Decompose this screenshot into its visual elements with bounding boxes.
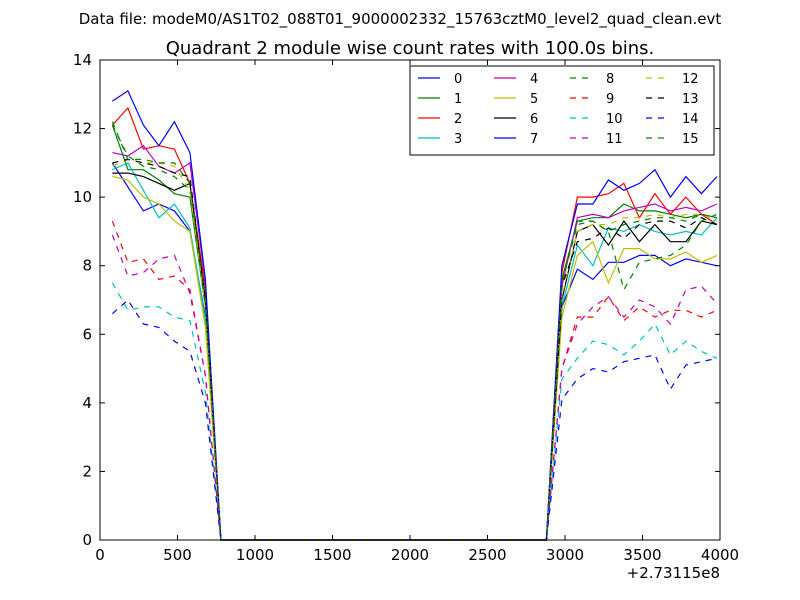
x-tick-label: 2500 [468, 546, 506, 564]
x-tick-label: 3500 [623, 546, 661, 564]
y-tick-label: 2 [82, 462, 92, 480]
x-tick-label: 500 [163, 546, 192, 564]
legend-label-9: 9 [606, 92, 614, 107]
legend-label-7: 7 [530, 132, 538, 147]
series-line-3 [112, 162, 718, 541]
legend-label-14: 14 [682, 112, 699, 127]
y-tick-label: 10 [73, 188, 92, 206]
legend-label-6: 6 [530, 112, 538, 127]
series-line-0 [111, 162, 718, 541]
x-axis: 0 500 1000 1500 2000 2500 3000 3500 4000 [95, 60, 739, 564]
chart-title: Quadrant 2 module wise count rates with … [166, 38, 655, 59]
series-line-6 [112, 172, 718, 541]
legend-label-5: 5 [530, 92, 538, 107]
x-tick-label: 2000 [391, 546, 429, 564]
series-layer [111, 90, 718, 541]
y-tick-label: 14 [73, 51, 92, 69]
legend-label-1: 1 [454, 92, 462, 107]
y-tick-label: 8 [82, 257, 92, 275]
series-line-12 [112, 158, 718, 541]
legend-label-4: 4 [530, 72, 538, 87]
y-tick-label: 6 [82, 325, 92, 343]
legend-label-15: 15 [682, 132, 699, 147]
series-line-2 [111, 106, 718, 541]
series-line-10 [111, 282, 718, 541]
legend-label-12: 12 [682, 72, 699, 87]
x-offset-label: +2.73115e8 [627, 564, 720, 582]
x-tick-label: 4000 [701, 546, 739, 564]
series-line-14 [112, 299, 718, 541]
legend-label-8: 8 [606, 72, 614, 87]
series-line-15 [111, 121, 718, 541]
series-line-5 [112, 176, 718, 541]
x-tick-label: 3000 [546, 546, 584, 564]
x-tick-label: 0 [95, 546, 105, 564]
legend-label-13: 13 [682, 92, 699, 107]
x-tick-label: 1000 [236, 546, 274, 564]
y-tick-label: 0 [82, 531, 92, 549]
legend-label-0: 0 [454, 72, 462, 87]
legend-label-3: 3 [454, 132, 462, 147]
series-line-13 [112, 158, 718, 541]
y-tick-label: 4 [82, 394, 92, 412]
x-tick-label: 1500 [313, 546, 351, 564]
legend-label-2: 2 [454, 112, 462, 127]
legend-label-10: 10 [606, 112, 623, 127]
suptitle: Data file: modeM0/AS1T02_088T01_90000023… [79, 10, 722, 29]
y-tick-label: 12 [73, 120, 92, 138]
legend-box [409, 65, 715, 156]
legend-label-11: 11 [606, 132, 623, 147]
